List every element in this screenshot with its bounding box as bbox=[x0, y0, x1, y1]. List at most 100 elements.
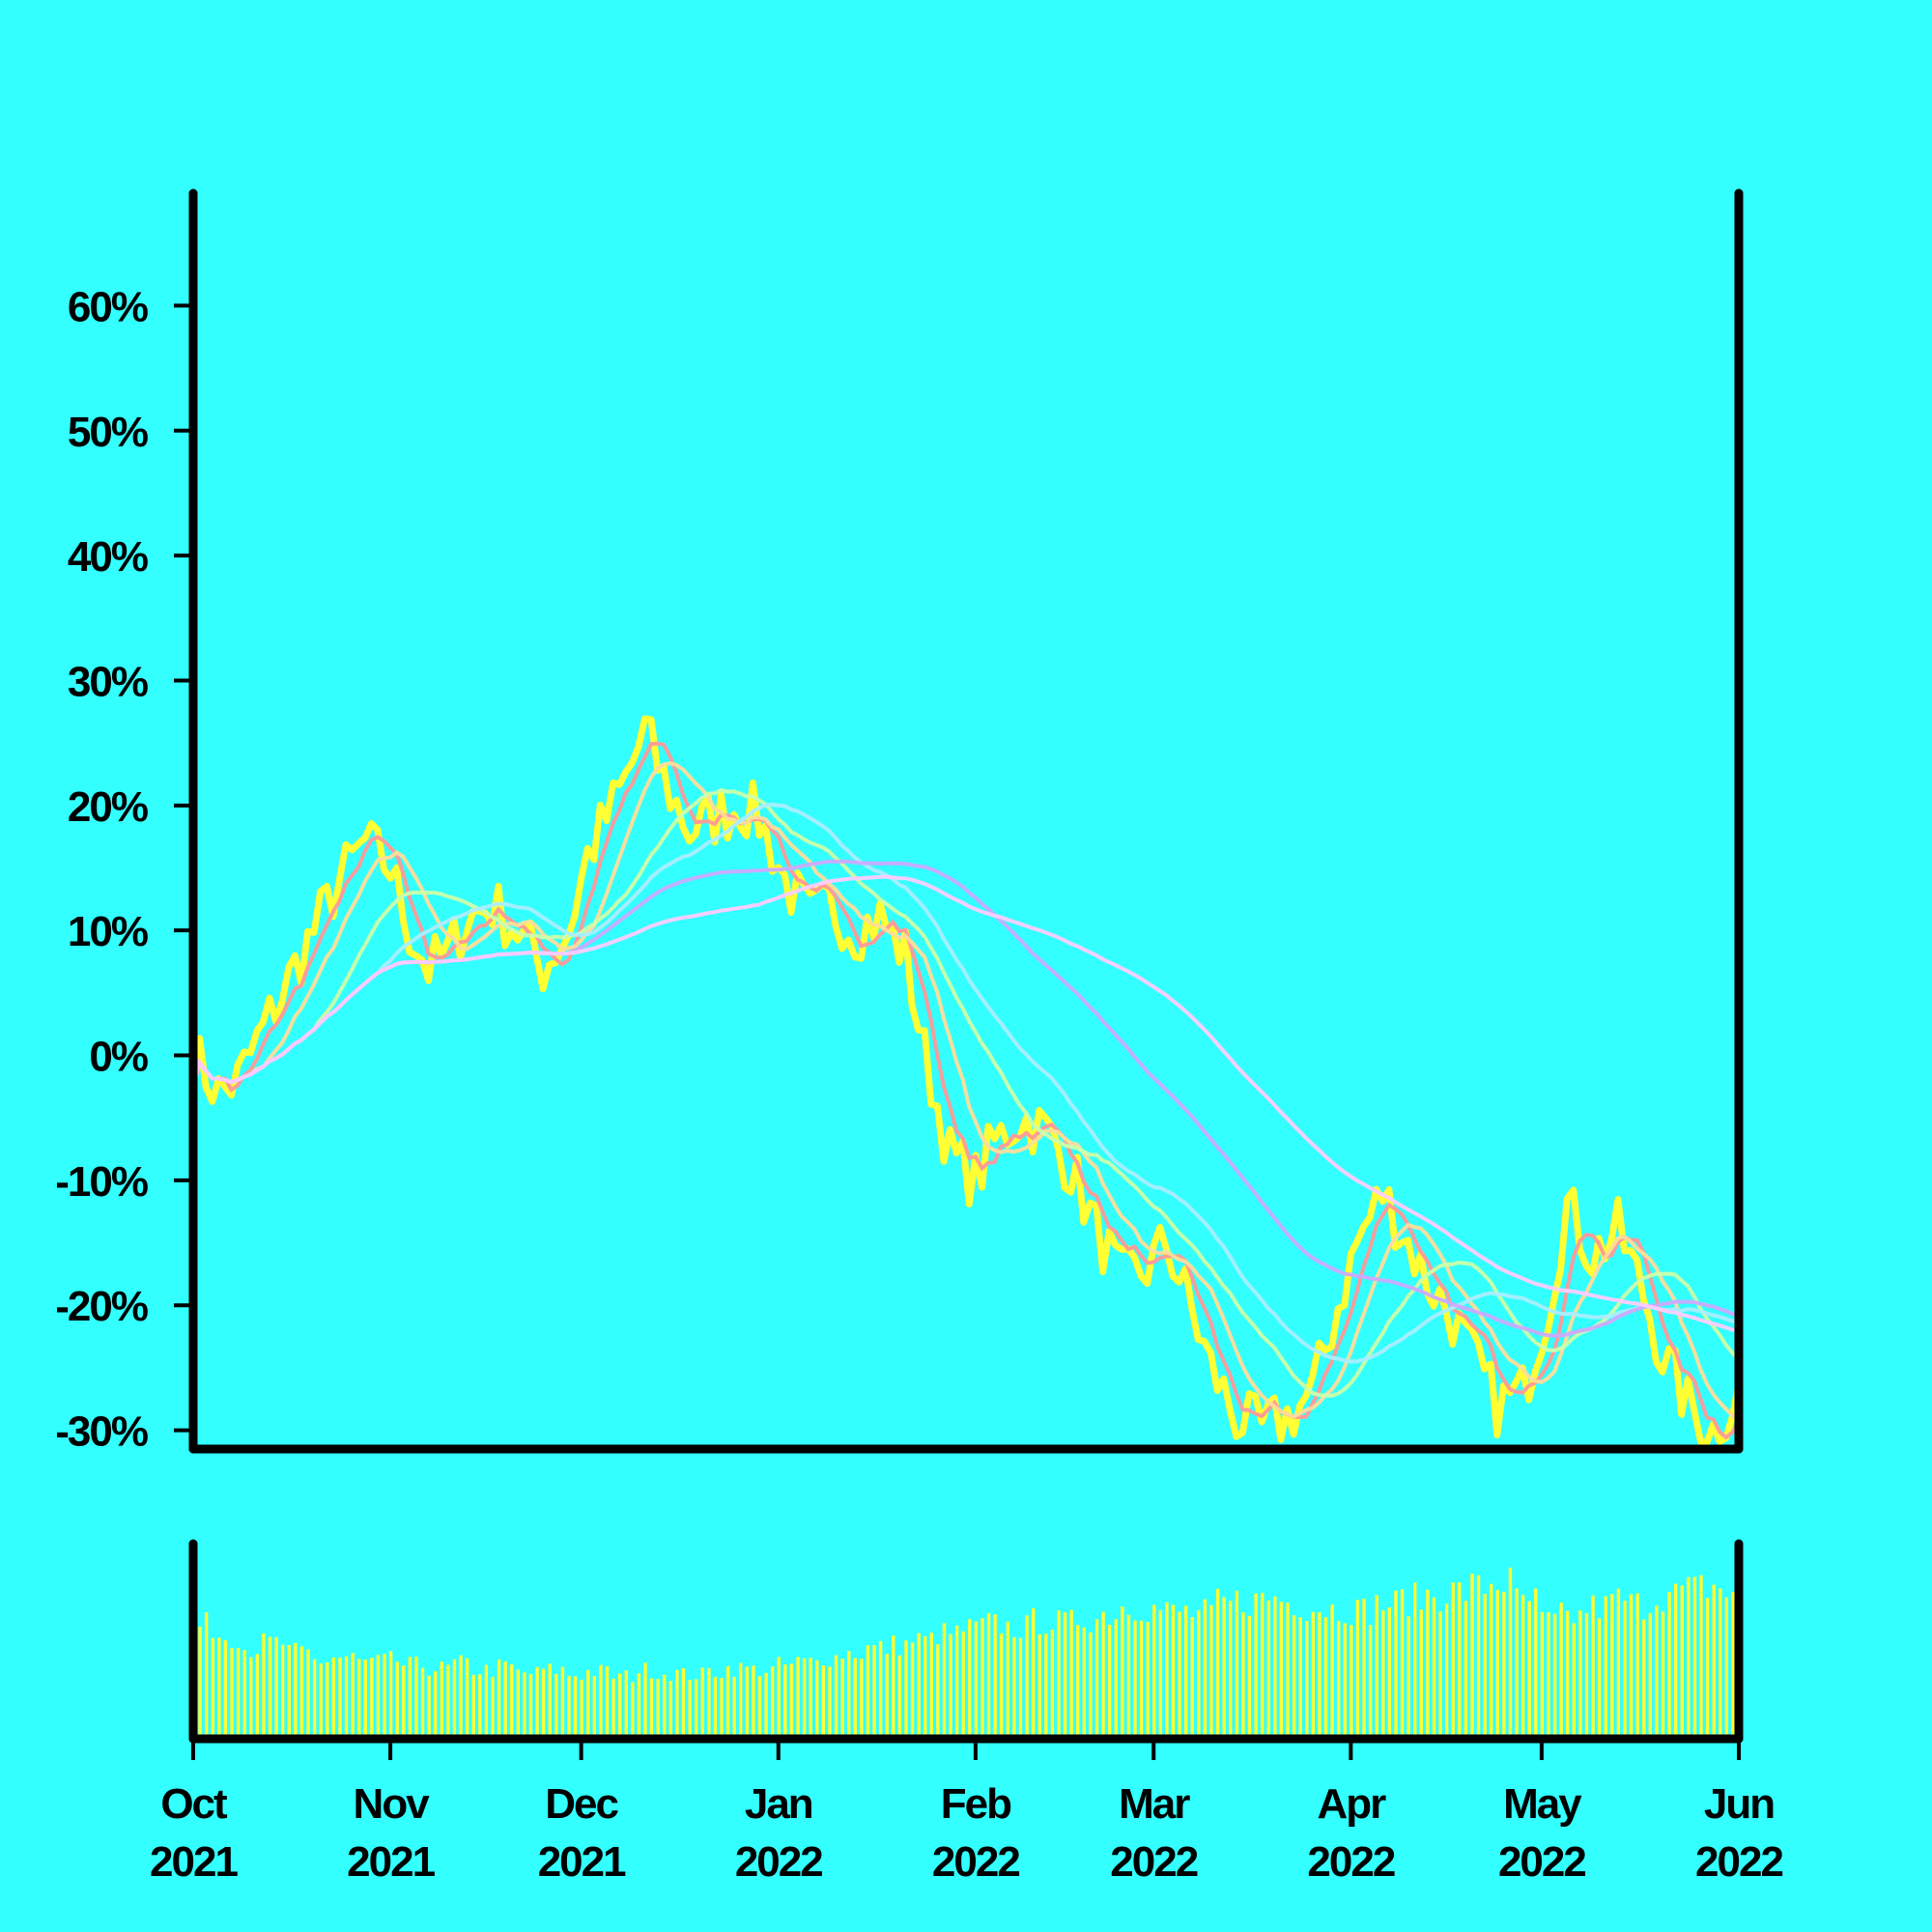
volume-bar bbox=[1215, 1588, 1220, 1739]
volume-bar bbox=[1178, 1611, 1181, 1739]
volume-bar bbox=[1591, 1595, 1595, 1739]
price-line bbox=[193, 715, 1739, 1446]
volume-bar bbox=[1260, 1592, 1264, 1739]
volume-bar bbox=[1355, 1600, 1360, 1739]
volume-bar bbox=[1705, 1598, 1710, 1739]
volume-bar bbox=[605, 1665, 610, 1739]
x-tick-label-month: Mar bbox=[1119, 1780, 1190, 1828]
volume-bar bbox=[1209, 1605, 1213, 1739]
volume-bar bbox=[1463, 1601, 1468, 1739]
x-tick-label-month: May bbox=[1503, 1780, 1582, 1828]
x-tick-label-year: 2021 bbox=[150, 1838, 238, 1886]
volume-bar bbox=[1419, 1609, 1423, 1739]
volume-bar bbox=[942, 1623, 947, 1739]
volume-bar bbox=[516, 1669, 521, 1739]
volume-bar bbox=[1069, 1609, 1073, 1739]
volume-bar bbox=[1158, 1609, 1163, 1739]
x-tick-label-year: 2022 bbox=[735, 1838, 822, 1886]
volume-bar bbox=[1190, 1617, 1194, 1739]
volume-bar bbox=[1604, 1596, 1607, 1739]
volume-bar bbox=[1076, 1625, 1080, 1739]
moving-average-10 bbox=[193, 761, 1739, 1421]
volume-bar bbox=[1438, 1611, 1442, 1739]
volume-bar bbox=[1362, 1599, 1366, 1739]
volume-bar bbox=[1426, 1589, 1430, 1739]
volume-bar bbox=[1171, 1605, 1176, 1739]
volume-bar bbox=[1050, 1630, 1055, 1739]
volume-bar bbox=[1483, 1593, 1487, 1739]
volume-bar bbox=[783, 1663, 787, 1739]
volume-bar bbox=[452, 1659, 457, 1739]
volume-bar bbox=[299, 1646, 304, 1739]
volume-bar bbox=[1699, 1575, 1703, 1739]
volume-bar bbox=[668, 1681, 673, 1739]
volume-bar bbox=[420, 1667, 425, 1739]
volume-bar bbox=[541, 1668, 546, 1739]
volume-bar bbox=[1540, 1611, 1545, 1739]
volume-bar bbox=[700, 1667, 704, 1739]
volume-bar bbox=[1094, 1619, 1099, 1739]
moving-average-5 bbox=[193, 741, 1739, 1440]
volume-bar bbox=[376, 1655, 381, 1739]
volume-bar bbox=[1642, 1619, 1646, 1739]
volume-bar bbox=[892, 1635, 895, 1739]
volume-bar bbox=[757, 1676, 762, 1739]
volume-bar bbox=[1031, 1607, 1036, 1739]
volume-bar bbox=[262, 1633, 266, 1739]
volume-bar bbox=[853, 1658, 857, 1739]
volume-bar bbox=[1534, 1588, 1538, 1739]
volume-bar bbox=[1687, 1577, 1690, 1739]
x-tick-label-year: 2022 bbox=[1110, 1838, 1197, 1886]
volume-bar bbox=[1089, 1632, 1093, 1739]
volume-bar bbox=[1000, 1633, 1004, 1739]
volume-bar bbox=[1133, 1620, 1137, 1739]
volume-bar bbox=[204, 1612, 209, 1739]
x-tick-label-year: 2022 bbox=[932, 1838, 1019, 1886]
volume-bar bbox=[287, 1645, 291, 1739]
volume-bar bbox=[548, 1663, 552, 1739]
volume-bar bbox=[1241, 1612, 1245, 1739]
volume-bar bbox=[510, 1663, 514, 1739]
volume-bar bbox=[1121, 1605, 1124, 1739]
volume-bar bbox=[478, 1674, 482, 1739]
volume-bar bbox=[1451, 1582, 1455, 1739]
volume-bar bbox=[656, 1679, 660, 1739]
volume-bar bbox=[1552, 1613, 1557, 1739]
volume-bar bbox=[764, 1672, 768, 1739]
volume-bar bbox=[936, 1644, 940, 1739]
volume-bar bbox=[1572, 1623, 1577, 1739]
volume-bar bbox=[312, 1659, 317, 1739]
volume-bar bbox=[459, 1655, 463, 1739]
volume-bar bbox=[1247, 1615, 1252, 1739]
volume-bar bbox=[840, 1658, 844, 1739]
volume-bar bbox=[1152, 1605, 1156, 1739]
volume-bar bbox=[1350, 1625, 1353, 1739]
volume-bar bbox=[752, 1665, 755, 1739]
volume-bar bbox=[1490, 1583, 1493, 1739]
volume-bar bbox=[1165, 1602, 1169, 1739]
volume-bar bbox=[1584, 1612, 1589, 1739]
volume-bar bbox=[961, 1631, 965, 1739]
x-tick-label-year: 2022 bbox=[1307, 1838, 1394, 1886]
volume-bar bbox=[1724, 1597, 1729, 1739]
volume-bar bbox=[211, 1637, 214, 1739]
x-tick-label-month: Jan bbox=[745, 1780, 812, 1828]
volume-bar bbox=[344, 1656, 349, 1739]
volume-bar bbox=[1025, 1615, 1029, 1739]
volume-bar bbox=[904, 1640, 908, 1739]
volume-panel bbox=[188, 1539, 1744, 1744]
volume-bar bbox=[694, 1679, 698, 1739]
volume-bar bbox=[363, 1660, 367, 1739]
volume-bar bbox=[777, 1657, 781, 1739]
volume-bar bbox=[1629, 1594, 1634, 1739]
volume-bar bbox=[1712, 1584, 1716, 1739]
volume-bar bbox=[535, 1666, 539, 1739]
y-tick-label: 0% bbox=[89, 1034, 147, 1081]
volume-bar bbox=[1286, 1603, 1290, 1739]
volume-bar bbox=[484, 1664, 489, 1739]
volume-bar bbox=[1006, 1621, 1009, 1739]
volume-bar bbox=[198, 1626, 202, 1739]
volume-bar bbox=[383, 1654, 386, 1739]
volume-bar bbox=[1229, 1601, 1233, 1739]
